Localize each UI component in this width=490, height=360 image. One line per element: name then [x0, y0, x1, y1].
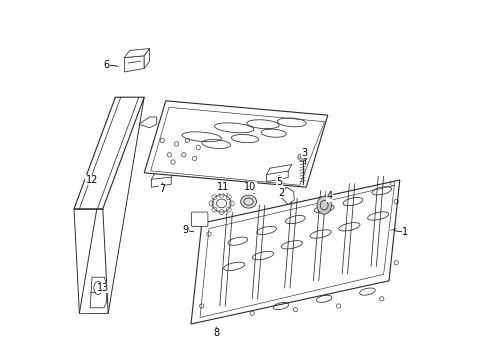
Text: 4: 4 — [326, 191, 333, 201]
Polygon shape — [267, 171, 288, 182]
Polygon shape — [90, 277, 106, 308]
Ellipse shape — [241, 195, 257, 208]
Polygon shape — [191, 180, 400, 324]
Polygon shape — [74, 97, 144, 209]
Ellipse shape — [317, 196, 331, 214]
Text: 10: 10 — [245, 182, 257, 192]
Text: 5: 5 — [276, 177, 282, 187]
Text: 3: 3 — [301, 148, 307, 158]
Text: 8: 8 — [213, 328, 219, 338]
Polygon shape — [144, 101, 328, 187]
Polygon shape — [144, 49, 149, 68]
FancyBboxPatch shape — [192, 212, 208, 226]
Polygon shape — [139, 117, 157, 128]
Polygon shape — [280, 187, 294, 204]
Polygon shape — [151, 177, 171, 187]
Polygon shape — [124, 49, 149, 58]
Text: 6: 6 — [103, 60, 109, 70]
Text: 11: 11 — [217, 182, 229, 192]
Ellipse shape — [217, 199, 227, 208]
Text: 13: 13 — [97, 283, 109, 293]
Ellipse shape — [298, 154, 307, 161]
Polygon shape — [124, 56, 144, 72]
Text: 12: 12 — [86, 175, 98, 185]
Text: 7: 7 — [159, 184, 165, 194]
Text: 2: 2 — [278, 188, 284, 198]
Text: 9: 9 — [183, 225, 189, 235]
Text: 1: 1 — [402, 227, 408, 237]
